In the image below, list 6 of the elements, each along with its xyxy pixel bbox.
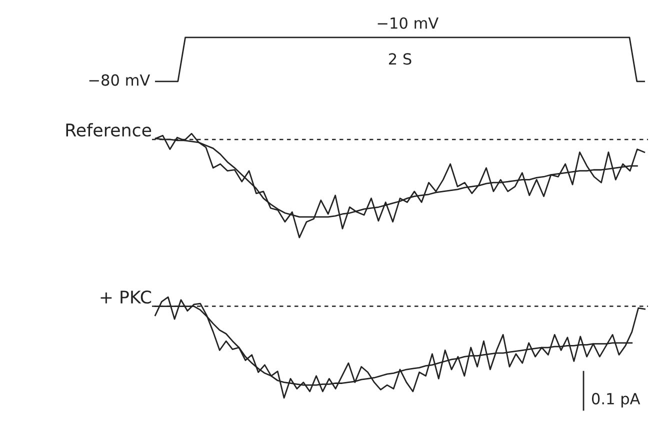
annotation: 2 S (388, 53, 412, 65)
y-axis-title: Reference (66, 123, 152, 137)
data-label: −10 mV (378, 17, 438, 29)
y-axis-title: + PKC (100, 290, 152, 304)
data-label: −80 mV (89, 74, 150, 86)
annotation: 0.1 pA (592, 392, 640, 408)
